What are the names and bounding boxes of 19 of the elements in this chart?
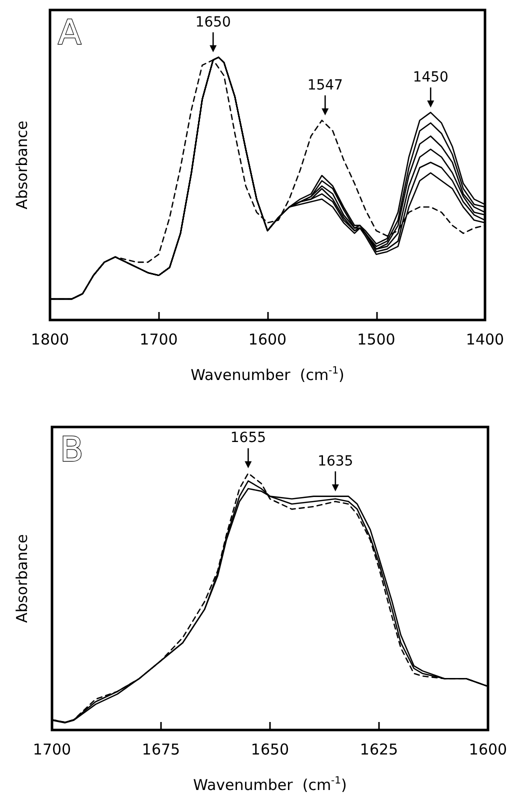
text: A <box>58 13 82 53</box>
x-tick-label: 1625 <box>360 740 398 758</box>
annotation: 1650 <box>195 14 231 30</box>
annotation: 1655 <box>230 430 266 446</box>
x-tick-label: 1650 <box>250 740 290 758</box>
x-tick-label: 1500 <box>357 330 396 348</box>
annotation: 1547 <box>307 77 343 94</box>
annotation: 1450 <box>412 69 448 86</box>
x-tick-label: 1600 <box>468 740 508 758</box>
text: B <box>60 430 84 470</box>
x-tick-label: 1675 <box>142 740 180 758</box>
annotation: 1635 <box>318 453 354 470</box>
y-axis-title: Absorbance <box>13 534 31 623</box>
x-tick-label: 1700 <box>140 330 178 348</box>
x-tick-label: 1600 <box>248 330 287 348</box>
x-tick-label: 1400 <box>466 330 504 348</box>
x-tick-label: 1800 <box>30 330 70 348</box>
x-tick-label: 1700 <box>32 740 72 758</box>
y-axis-title: Absorbance <box>13 120 31 210</box>
